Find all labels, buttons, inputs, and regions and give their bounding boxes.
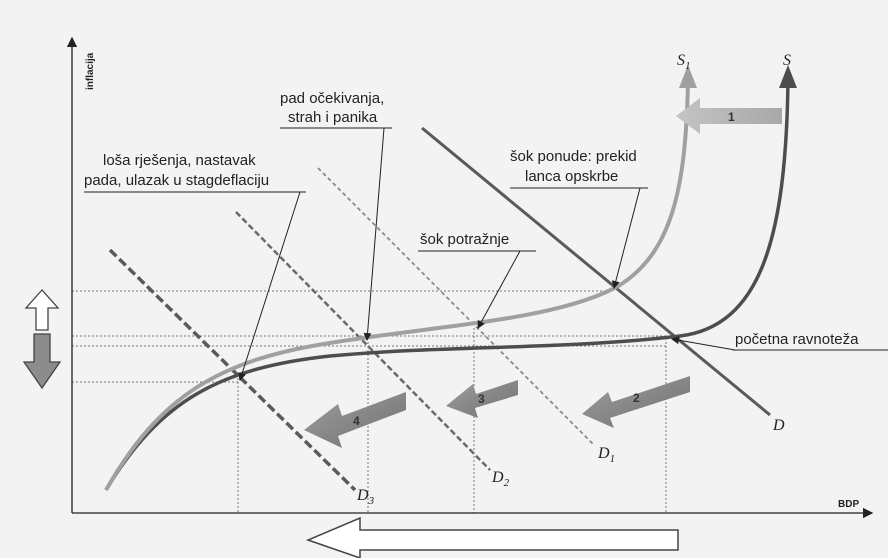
svg-text:šok ponude: prekid: šok ponude: prekid (510, 148, 637, 165)
x-axis-label: BDP (838, 499, 859, 510)
svg-text:loša rješenja, nastavak: loša rješenja, nastavak (103, 152, 256, 169)
annotation-pad-ocekivanja: pad očekivanja, strah i panika (280, 90, 392, 341)
svg-text:strah i panika: strah i panika (288, 109, 378, 126)
curve-label-d: D (772, 417, 785, 434)
supply-curve-s1 (104, 79, 690, 491)
curve-label-d3: D3 (356, 487, 375, 507)
supply-curve-s1-arrowhead (679, 65, 697, 88)
inflation-up-arrow (24, 289, 60, 331)
svg-text:3: 3 (478, 392, 485, 406)
svg-text:šok potražnje: šok potražnje (420, 231, 509, 248)
annotation-sok-ponude: šok ponude: prekid lanca opskrbe (510, 148, 648, 289)
inflation-down-arrow (22, 333, 62, 390)
supply-curve-s-arrowhead (779, 65, 797, 88)
shift-arrow-4: 4 (304, 392, 406, 448)
supply-curve-s (104, 79, 790, 491)
svg-text:početna ravnoteža: početna ravnoteža (735, 331, 859, 348)
curve-label-s: S (783, 52, 791, 69)
shift-arrow-1: 1 (676, 98, 782, 134)
svg-text:lanca opskrbe: lanca opskrbe (525, 168, 618, 185)
svg-text:2: 2 (633, 391, 640, 405)
svg-text:1: 1 (728, 110, 735, 124)
annotation-sok-potraznje: šok potražnje (418, 231, 536, 329)
guide-lines (72, 290, 668, 513)
svg-text:pad očekivanja,: pad očekivanja, (280, 90, 384, 107)
curve-label-d1: D1 (597, 445, 615, 465)
shift-arrow-2: 2 (582, 376, 690, 428)
svg-text:4: 4 (353, 414, 360, 428)
annotation-losa-rjesenja: loša rješenja, nastavak pada, ulazak u s… (84, 152, 306, 381)
curve-label-s1: S1 (677, 52, 691, 72)
annotation-pocetna-ravnoteza: početna ravnoteža (671, 331, 888, 351)
demand-line-d (421, 126, 771, 417)
svg-text:pada, ulazak u stagdeflaciju: pada, ulazak u stagdeflaciju (84, 172, 269, 189)
demand-line-d2 (235, 211, 491, 471)
curve-label-d2: D2 (491, 469, 510, 489)
y-axis-label: inflacija (85, 52, 96, 90)
gdp-decrease-arrow (305, 516, 679, 558)
demand-line-d1 (317, 167, 595, 446)
axes (66, 36, 874, 519)
shift-arrow-3: 3 (446, 380, 518, 418)
